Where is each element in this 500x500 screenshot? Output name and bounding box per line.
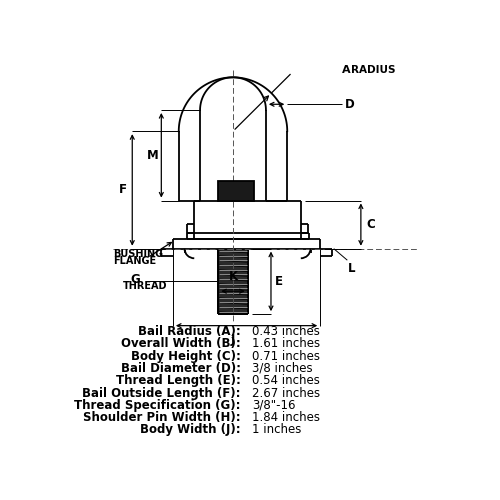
Text: F: F [118, 184, 126, 196]
Text: 0.43 inches: 0.43 inches [252, 325, 320, 338]
Text: Overall Width (B):: Overall Width (B): [121, 337, 241, 350]
Text: D: D [346, 98, 355, 111]
Text: 0.54 inches: 0.54 inches [252, 374, 320, 387]
Text: Shoulder Pin Width (H):: Shoulder Pin Width (H): [83, 411, 241, 424]
Text: Body Height (C):: Body Height (C): [131, 350, 241, 362]
Text: E: E [275, 275, 283, 288]
Text: J: J [231, 334, 235, 346]
Text: 1.61 inches: 1.61 inches [252, 337, 320, 350]
Text: Bail Radius (A):: Bail Radius (A): [138, 325, 241, 338]
Text: Thread Specification (G):: Thread Specification (G): [74, 399, 241, 412]
Text: 1.84 inches: 1.84 inches [252, 411, 320, 424]
Text: 2.67 inches: 2.67 inches [252, 386, 320, 400]
Text: K: K [228, 270, 237, 283]
Text: Bail Diameter (D):: Bail Diameter (D): [121, 362, 241, 375]
Text: Body Width (J):: Body Width (J): [140, 424, 241, 436]
Text: M: M [147, 149, 158, 162]
Text: 3/8"-16: 3/8"-16 [252, 399, 296, 412]
Text: C: C [366, 218, 376, 231]
Text: Thread Length (E):: Thread Length (E): [116, 374, 241, 387]
Bar [218, 182, 254, 201]
Text: A: A [342, 64, 350, 74]
Bar [218, 248, 248, 314]
Text: 3/8 inches: 3/8 inches [252, 362, 313, 375]
Text: Bail Outside Length (F):: Bail Outside Length (F): [82, 386, 241, 400]
Text: L: L [348, 262, 356, 275]
Text: 0.71 inches: 0.71 inches [252, 350, 320, 362]
Text: 1 inches: 1 inches [252, 424, 302, 436]
Text: RADIUS: RADIUS [351, 64, 396, 74]
Text: FLANGE: FLANGE [113, 256, 156, 266]
Text: THREAD: THREAD [122, 281, 167, 291]
Text: G: G [130, 273, 140, 286]
Text: BUSHING: BUSHING [113, 250, 163, 260]
